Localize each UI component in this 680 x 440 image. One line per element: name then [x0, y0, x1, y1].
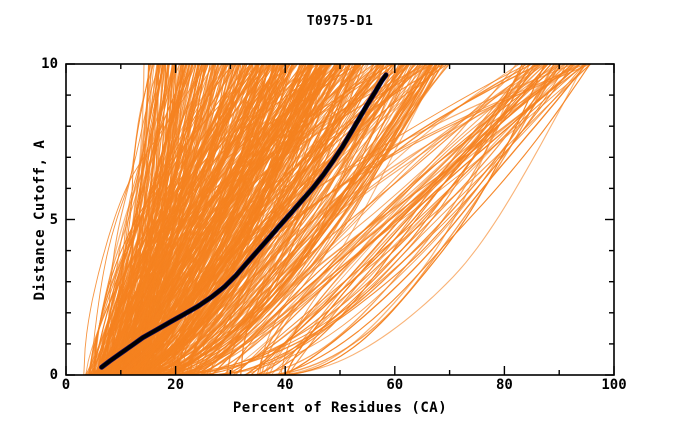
ensemble-curve	[243, 64, 585, 375]
ensemble-curve	[256, 64, 567, 375]
ensemble-curve	[271, 64, 585, 375]
x-tick-20: 20	[167, 377, 185, 393]
x-tick-40: 40	[276, 377, 294, 393]
ensemble-curve	[280, 64, 546, 375]
ensemble-curve	[240, 64, 533, 375]
ensemble-curve	[92, 64, 194, 375]
ensemble-curve	[162, 64, 396, 375]
ensemble-curve	[88, 64, 176, 375]
ensemble-curve	[94, 64, 223, 375]
ensemble-curve	[112, 64, 351, 375]
highlighted-curve	[99, 73, 388, 369]
x-tick-100: 100	[601, 377, 627, 393]
ensemble-curve	[122, 64, 362, 375]
ensemble-curve	[112, 64, 426, 375]
x-axis-label: Percent of Residues (CA)	[232, 400, 448, 416]
ensemble-curve	[165, 64, 562, 375]
ensemble-curve	[173, 64, 385, 375]
ensemble-curve	[132, 64, 395, 375]
ensemble-curve	[259, 64, 546, 375]
ensemble-curve	[142, 64, 379, 375]
ensemble-curve	[161, 64, 442, 375]
ensemble-curve	[104, 64, 279, 375]
ensemble-curve	[178, 64, 560, 375]
ensemble-curve	[106, 64, 253, 375]
ensemble-curve	[92, 64, 285, 375]
ensemble-curve	[143, 64, 176, 375]
ensemble-curve	[281, 64, 587, 375]
ensemble-curve	[280, 64, 557, 375]
page-title: T0975-D1	[306, 14, 374, 29]
ensemble-curve	[285, 64, 581, 375]
ensemble-curve	[133, 64, 345, 375]
ensemble-curve	[120, 64, 291, 375]
ensemble-curve	[115, 64, 375, 375]
ensemble-curve	[163, 64, 443, 375]
ensemble-curve	[120, 64, 227, 375]
ensemble-curve	[126, 64, 336, 375]
y-tick-5: 5	[49, 211, 58, 228]
ensemble-curve	[98, 64, 320, 375]
ensemble-curve	[195, 64, 441, 375]
ensemble-curve	[111, 64, 161, 375]
ensemble-curve	[187, 64, 525, 375]
x-tick-0: 0	[61, 377, 71, 393]
ensemble-curve	[132, 64, 290, 375]
ensemble-curve	[183, 64, 431, 375]
ensemble-curve	[270, 64, 573, 375]
ensemble-curve	[272, 64, 591, 375]
ensemble-curve	[111, 64, 254, 375]
ensemble-curve	[146, 64, 242, 375]
y-tick-0: 0	[49, 367, 58, 383]
ensemble-curve	[181, 64, 400, 375]
ensemble-curve	[287, 64, 530, 375]
x-tick-80: 80	[495, 377, 513, 393]
ensemble-curve	[118, 64, 313, 375]
ensemble-curve	[111, 64, 336, 375]
ensemble-curve	[122, 64, 448, 375]
ensemble-curve	[217, 64, 575, 375]
ensemble-curve	[256, 64, 577, 375]
ensemble-curve	[117, 64, 397, 375]
ensemble-curve	[247, 64, 531, 375]
ensemble-curve	[223, 64, 535, 375]
ensemble-curve	[144, 64, 406, 375]
ensemble-curve	[185, 64, 331, 375]
ensemble-curve	[147, 64, 331, 375]
ensemble-curve	[136, 64, 357, 375]
ensemble-curve	[183, 64, 385, 375]
axis-layer	[65, 63, 615, 376]
ensemble-curve	[110, 64, 176, 375]
ensemble-curve	[125, 64, 326, 375]
ensemble-curve	[132, 64, 272, 375]
x-tick-60: 60	[386, 377, 404, 393]
ensemble-curve	[114, 64, 174, 375]
ensemble-curve	[106, 64, 280, 375]
ensemble-curve	[166, 64, 404, 375]
ensemble-curve	[182, 64, 426, 375]
y-tick-10: 10	[41, 56, 58, 72]
curve-layer	[82, 64, 592, 375]
ensemble-curve	[125, 64, 215, 375]
ensemble-curve	[104, 64, 194, 375]
ensemble-curve	[107, 64, 194, 375]
ensemble-curve	[92, 64, 159, 375]
ensemble-curve	[158, 64, 444, 375]
ensemble-curve	[116, 64, 329, 375]
